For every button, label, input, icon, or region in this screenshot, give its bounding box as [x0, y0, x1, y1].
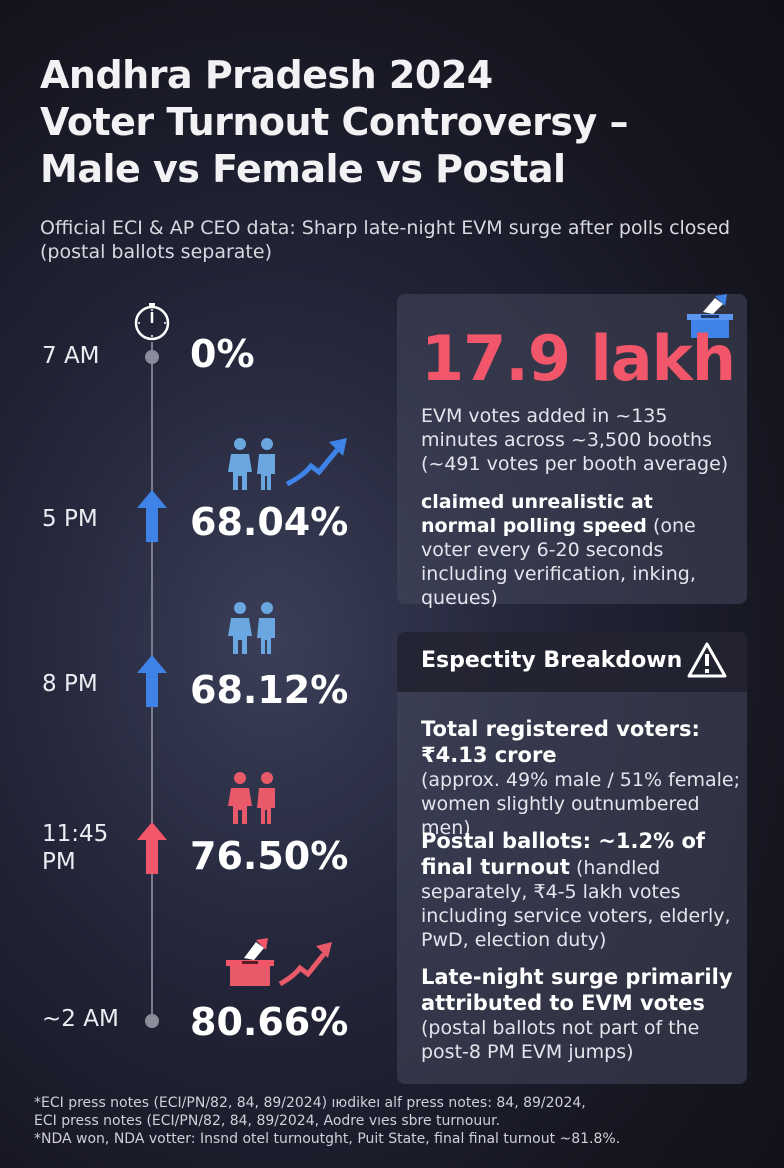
turnout-value-5pm: 68.04% — [190, 500, 349, 544]
people-icon — [228, 772, 275, 824]
people-icon — [228, 602, 275, 654]
page-title: Andhra Pradesh 2024 Voter Turnout Contro… — [40, 52, 760, 193]
trend-arrow-icon — [278, 942, 332, 987]
breakdown-item-2-rest: (handled separately, ₹4-5 lakh votes inc… — [421, 857, 731, 951]
trend-arrow-icon — [285, 438, 347, 487]
stat-claim-bold: claimed unrealistic at normal polling sp… — [421, 491, 653, 537]
footnote-1: *ECI press notes (ECI/PN/82, 84, 89/2024… — [34, 1095, 586, 1111]
turnout-value-8pm: 68.12% — [190, 668, 349, 712]
breakdown-item-3-bold: Late-night surge primarily attributed to… — [421, 965, 733, 1015]
stat-claim: claimed unrealistic at normal polling sp… — [421, 490, 731, 610]
clock-icon — [134, 303, 170, 341]
stat-description: EVM votes added in ~135 minutes across ~… — [421, 405, 729, 475]
time-label-1145pm: 11:45 PM — [42, 820, 122, 876]
title-line-2: Voter Turnout Controversy – — [40, 100, 628, 144]
breakdown-header: Espectity Breakdown — [397, 632, 747, 692]
stat-claim-rest: (one voter every 6-20 seconds including … — [421, 515, 696, 609]
turnout-value-7am: 0% — [190, 332, 255, 376]
time-label-7am: 7 AM — [42, 343, 100, 369]
breakdown-item-3: Late-night surge primarily attributed to… — [421, 964, 741, 1064]
footnote-2: ECI press notes (ECI/PN/82, 84, 89/2024,… — [34, 1113, 501, 1129]
footnote-3: *NDA won, NDA votter: Insnd otel turnout… — [34, 1131, 621, 1147]
title-line-1: Andhra Pradesh 2024 — [40, 53, 493, 97]
people-icon — [228, 438, 275, 490]
breakdown-item-1-rest: (approx. 49% male / 51% female; women sl… — [421, 769, 740, 839]
warning-icon — [687, 642, 727, 678]
breakdown-item-1-bold: Total registered voters: ₹4.13 crore — [421, 717, 700, 767]
turnout-value-2am: 80.66% — [190, 1000, 349, 1044]
time-label-8pm: 8 PM — [42, 671, 98, 697]
up-arrow-icon — [137, 490, 167, 542]
breakdown-item-2: Postal ballots: ~1.2% of final turnout (… — [421, 828, 741, 952]
breakdown-title: Espectity Breakdown — [421, 648, 683, 673]
time-label-1145pm-text: 11:45 PM — [42, 821, 109, 875]
turnout-value-1145pm: 76.50% — [190, 834, 349, 878]
title-line-3: Male vs Female vs Postal — [40, 147, 566, 191]
breakdown-card: Espectity Breakdown Total registered vot… — [397, 632, 747, 1084]
ballot-box-icon — [687, 294, 733, 338]
footnotes: *ECI press notes (ECI/PN/82, 84, 89/2024… — [34, 1094, 774, 1148]
stat-number: 17.9 lakh — [421, 322, 736, 395]
ballot-box-icon — [226, 938, 274, 986]
time-label-5pm: 5 PM — [42, 506, 98, 532]
stat-card: 17.9 lakh EVM votes added in ~135 minute… — [397, 294, 747, 609]
timeline-dot-7am — [145, 350, 159, 364]
breakdown-item-2-bold: Postal ballots: ~1.2% of final turnout — [421, 829, 706, 879]
breakdown-item-3-rest: (postal ballots not part of the post-8 P… — [421, 1017, 700, 1063]
subtitle: Official ECI & AP CEO data: Sharp late-n… — [40, 217, 731, 263]
breakdown-item-1: Total registered voters: ₹4.13 crore (ap… — [421, 716, 741, 840]
timeline-dot-2am — [145, 1014, 159, 1028]
time-label-2am: ~2 AM — [42, 1006, 119, 1032]
up-arrow-icon — [137, 655, 167, 707]
up-arrow-icon — [137, 822, 167, 874]
